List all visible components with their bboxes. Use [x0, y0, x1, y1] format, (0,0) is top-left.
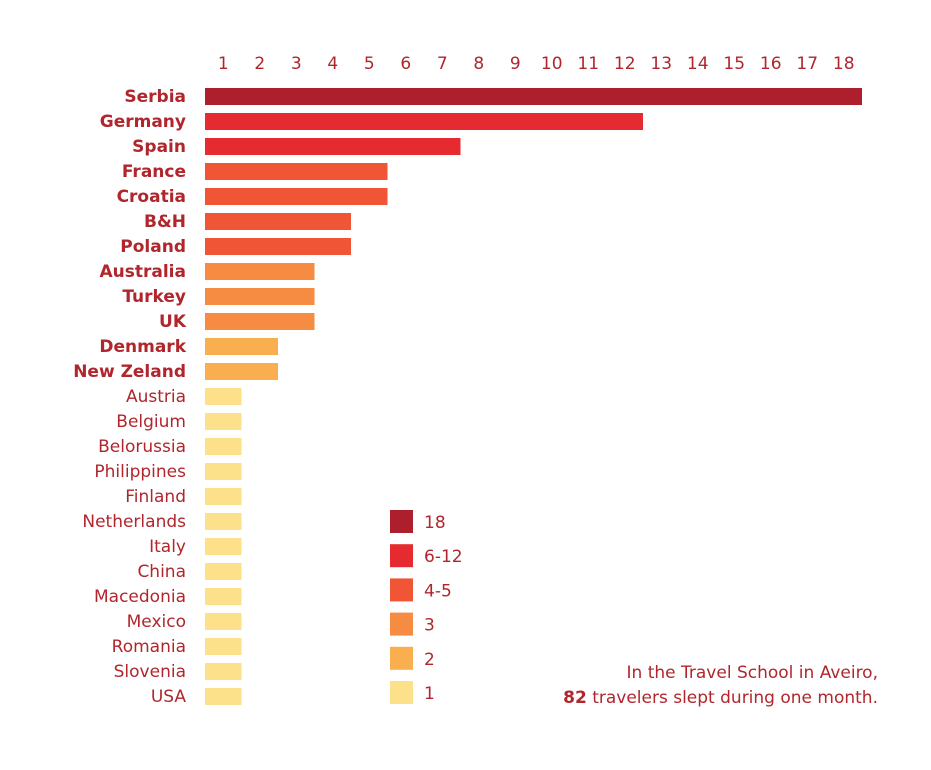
x-tick-label: 4	[327, 54, 338, 74]
category-label: Philippines	[94, 462, 186, 482]
footnote-line-1: In the Travel School in Aveiro,	[626, 663, 878, 683]
x-tick-label: 17	[796, 54, 818, 74]
category-label: Mexico	[127, 612, 186, 632]
category-label: UK	[159, 312, 187, 332]
x-tick-label: 18	[833, 54, 855, 74]
legend-swatch	[390, 612, 413, 636]
category-label: China	[137, 562, 186, 582]
legend-label: 3	[424, 616, 435, 636]
bar	[205, 513, 242, 530]
category-label: Serbia	[124, 87, 186, 107]
category-label: Poland	[120, 237, 186, 257]
bar	[205, 438, 242, 455]
traveler-count: 82	[563, 688, 587, 708]
category-label: Denmark	[99, 337, 186, 357]
x-tick-label: 12	[614, 54, 636, 74]
bar	[205, 638, 242, 655]
legend-label: 6-12	[424, 547, 463, 567]
footnote: In the Travel School in Aveiro, 82 trave…	[563, 661, 878, 711]
category-label: Spain	[132, 137, 186, 157]
legend-swatch	[390, 681, 413, 704]
bar	[205, 213, 351, 230]
bar	[205, 163, 388, 180]
x-tick-label: 3	[291, 54, 302, 74]
category-labels: Serbia Germany Spain France Croatia B&H Poland…	[73, 87, 187, 707]
legend-swatch	[390, 578, 413, 602]
category-label: Turkey	[122, 287, 186, 307]
bar	[205, 88, 862, 105]
category-label: Netherlands	[82, 512, 186, 532]
bar	[205, 363, 278, 380]
x-tick-label: 2	[254, 54, 265, 74]
bar	[205, 238, 351, 255]
category-label: Belorussia	[98, 437, 186, 457]
category-label: France	[122, 162, 186, 182]
category-label: B&H	[144, 212, 186, 232]
legend-label: 18	[424, 513, 446, 533]
category-label: Croatia	[117, 187, 186, 207]
category-label: Belgium	[116, 412, 186, 432]
x-tick-label: 1	[218, 54, 229, 74]
category-label: Australia	[100, 262, 187, 282]
bar	[205, 313, 315, 330]
x-tick-label: 9	[510, 54, 521, 74]
footnote-line-2-text: travelers slept during one month.	[586, 688, 878, 708]
legend-swatch	[390, 544, 413, 568]
bar	[205, 138, 461, 155]
legend-swatch	[390, 510, 413, 533]
bar	[205, 588, 242, 605]
x-tick-label: 10	[541, 54, 563, 74]
bar	[205, 263, 315, 280]
bar	[205, 113, 643, 130]
x-tick-label: 14	[687, 54, 709, 74]
legend: 18 6-12 4-5 3 2 1	[390, 510, 463, 704]
bar	[205, 463, 242, 480]
x-tick-label: 7	[437, 54, 448, 74]
footnote-line-2: 82 travelers slept during one month.	[563, 686, 878, 711]
bar	[205, 338, 278, 355]
category-label: Finland	[125, 487, 186, 507]
x-tick-label: 13	[650, 54, 672, 74]
bar	[205, 288, 315, 305]
category-label: Germany	[100, 112, 186, 132]
category-label: New Zeland	[73, 362, 186, 382]
x-tick-label: 11	[577, 54, 599, 74]
bar	[205, 488, 242, 505]
category-label: Italy	[149, 537, 186, 557]
bars	[205, 88, 862, 705]
bar	[205, 663, 242, 680]
legend-label: 4-5	[424, 581, 452, 601]
category-label: Slovenia	[114, 662, 186, 682]
legend-label: 1	[424, 684, 435, 704]
bar	[205, 413, 242, 430]
legend-label: 2	[424, 650, 435, 670]
category-label: Romania	[112, 637, 186, 657]
x-axis-ticks: 1 2 3 4 5 6 7 8 9 10 11 12 13 14 15 16 17 18	[218, 54, 855, 74]
category-label: Austria	[126, 387, 186, 407]
bar	[205, 538, 242, 555]
bar	[205, 188, 388, 205]
x-tick-label: 8	[473, 54, 484, 74]
category-label: USA	[151, 687, 187, 707]
x-tick-label: 5	[364, 54, 375, 74]
x-tick-label: 6	[400, 54, 411, 74]
legend-swatch	[390, 646, 413, 670]
bar	[205, 613, 242, 630]
bar	[205, 688, 242, 705]
category-label: Macedonia	[94, 587, 186, 607]
x-tick-label: 15	[723, 54, 745, 74]
bar	[205, 388, 242, 405]
x-tick-label: 16	[760, 54, 782, 74]
bar	[205, 563, 242, 580]
